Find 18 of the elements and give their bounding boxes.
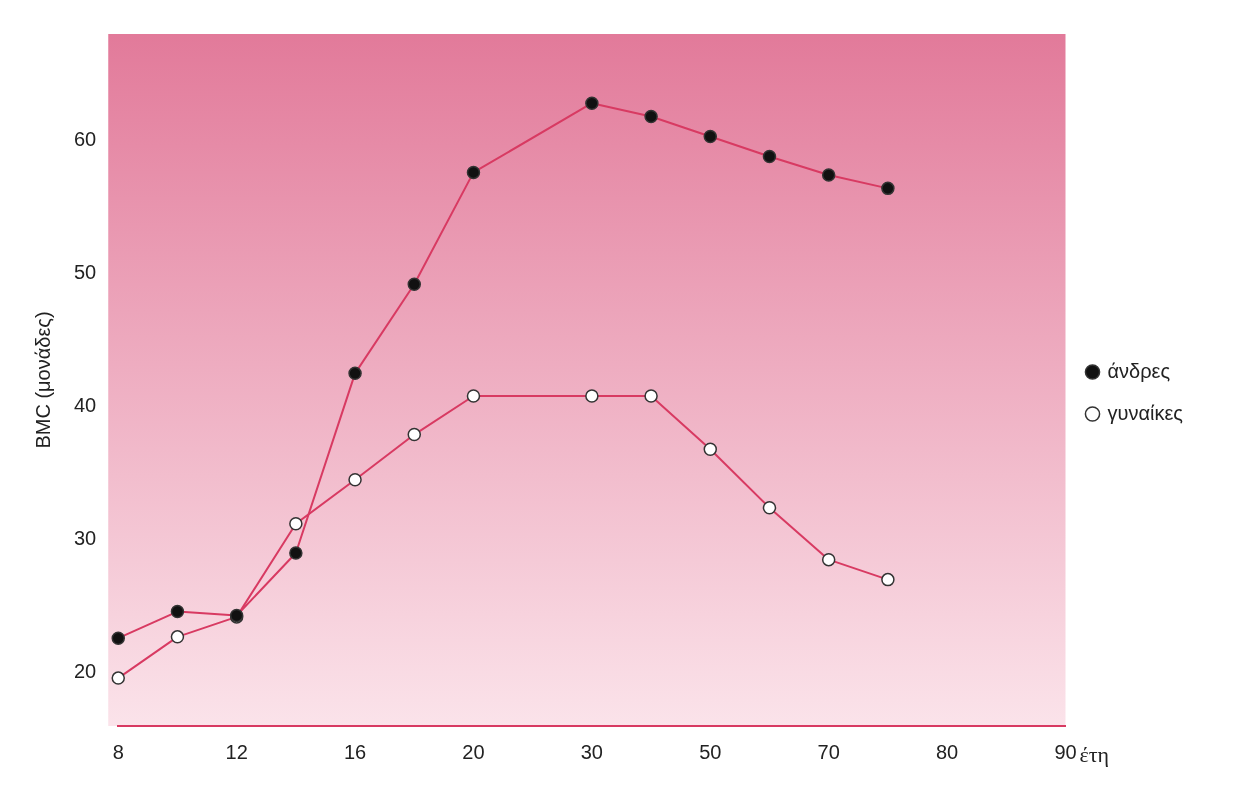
y-tick-label: 20 [74,660,97,683]
x-tick-label: 8 [112,740,124,763]
legend-label: άνδρες [1107,359,1171,382]
x-tick-label: 16 [343,740,367,763]
legend-label: γυναίκες [1107,401,1184,424]
x-tick-label: 70 [817,740,840,763]
y-tick-label: 30 [74,527,97,550]
y-tick-label: 50 [74,261,97,284]
x-tick-label: 12 [225,740,248,763]
y-tick-label: 40 [74,394,97,417]
y-axis-title: BMC (μονάδες) [31,311,54,449]
x-tick-label: 20 [462,740,485,763]
x-tick-label: 50 [699,740,722,763]
x-tick-label: 80 [935,740,959,763]
y-tick-label: 60 [74,127,97,150]
x-tick-label: 90 [1054,740,1077,763]
x-axis-title: έτη [1079,741,1110,767]
x-tick-label: 30 [580,740,603,763]
